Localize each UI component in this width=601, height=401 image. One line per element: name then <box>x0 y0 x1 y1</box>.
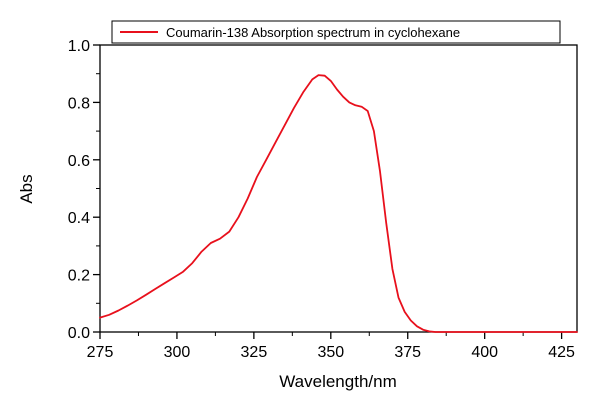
series-layer <box>99 74 578 333</box>
y-axis-ticks: 0.0 0.2 0.4 0.6 0.8 1.0 <box>68 38 100 342</box>
y-tick-label: 0.8 <box>68 95 90 112</box>
axes: 275 300 325 350 375 400 425 0.0 0.2 0.4 0.6 0.8 1.0 <box>68 38 578 361</box>
x-tick-label: 350 <box>317 344 344 361</box>
x-tick-label: 275 <box>87 344 114 361</box>
y-tick-label: 0.2 <box>68 268 90 285</box>
x-tick-label: 400 <box>471 344 498 361</box>
y-axis-title: Abs <box>17 174 36 203</box>
y-tick-label: 0.0 <box>68 325 90 342</box>
x-tick-label: 325 <box>241 344 268 361</box>
x-axis-ticks: 275 300 325 350 375 400 425 <box>87 332 575 361</box>
y-tick-label: 1.0 <box>68 38 90 55</box>
y-tick-label: 0.4 <box>68 210 90 227</box>
y-tick-label: 0.6 <box>68 153 90 170</box>
x-tick-label: 300 <box>164 344 191 361</box>
x-axis-title: Wavelength/nm <box>279 372 396 391</box>
legend-label: Coumarin-138 Absorption spectrum in cycl… <box>166 25 460 40</box>
legend-box <box>111 20 561 44</box>
legend: Coumarin-138 Absorption spectrum in cycl… <box>111 20 561 44</box>
plot-frame <box>99 44 578 333</box>
series-line <box>99 74 578 333</box>
x-tick-label: 425 <box>548 344 575 361</box>
x-tick-label: 375 <box>394 344 421 361</box>
